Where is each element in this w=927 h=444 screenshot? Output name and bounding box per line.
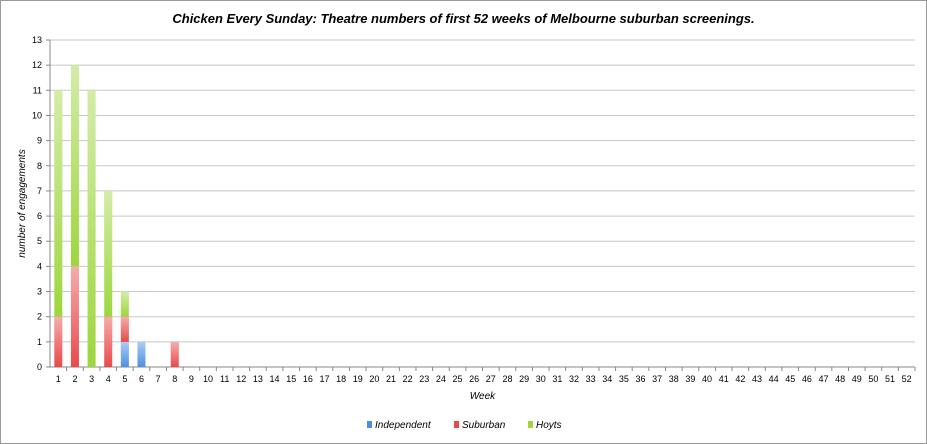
y-tick-label: 8 [37, 161, 42, 171]
bar-shading [54, 316, 63, 367]
bar-shading [104, 316, 113, 367]
x-tick-label: 30 [536, 374, 546, 384]
x-tick-label: 34 [602, 374, 612, 384]
x-tick-label: 20 [369, 374, 379, 384]
y-tick-label: 5 [37, 236, 42, 246]
bar-shading [104, 190, 113, 317]
x-tick-label: 46 [802, 374, 812, 384]
x-tick-label: 17 [319, 374, 329, 384]
bar-shading [87, 90, 96, 368]
x-tick-label: 32 [569, 374, 579, 384]
x-tick-label: 50 [868, 374, 878, 384]
x-tick-label: 2 [72, 374, 77, 384]
x-tick-label: 22 [403, 374, 413, 384]
x-tick-label: 45 [785, 374, 795, 384]
legend-swatch-independent [367, 421, 372, 428]
bar-shading [120, 341, 129, 367]
x-tick-label: 39 [685, 374, 695, 384]
y-tick-label: 2 [37, 312, 42, 322]
x-tick-label: 21 [386, 374, 396, 384]
x-tick-label: 29 [519, 374, 529, 384]
x-tick-label: 6 [139, 374, 144, 384]
x-tick-label: 23 [419, 374, 429, 384]
y-tick-label: 3 [37, 287, 42, 297]
x-tick-label: 31 [552, 374, 562, 384]
y-tick-label: 7 [37, 186, 42, 196]
x-tick-label: 52 [902, 374, 912, 384]
x-tick-label: 26 [469, 374, 479, 384]
x-tick-label: 25 [453, 374, 463, 384]
x-tick-label: 24 [436, 374, 446, 384]
bar-shading [120, 316, 129, 342]
y-tick-label: 11 [33, 85, 42, 95]
x-tick-label: 27 [486, 374, 496, 384]
x-tick-label: 5 [122, 374, 127, 384]
x-axis-label: Week [470, 391, 496, 402]
legend-swatch-hoyts [528, 421, 533, 428]
x-tick-label: 7 [156, 374, 161, 384]
x-tick-label: 1 [56, 374, 61, 384]
x-tick-label: 19 [353, 374, 363, 384]
x-tick-label: 48 [835, 374, 845, 384]
x-tick-label: 43 [752, 374, 762, 384]
x-tick-label: 11 [220, 374, 229, 384]
bar-shading [54, 90, 63, 317]
x-tick-label: 13 [253, 374, 263, 384]
x-tick-label: 14 [270, 374, 280, 384]
x-tick-label: 18 [336, 374, 346, 384]
y-tick-label: 0 [37, 362, 42, 372]
y-tick-label: 4 [37, 261, 42, 271]
y-tick-label: 1 [37, 337, 42, 347]
x-tick-label: 12 [236, 374, 246, 384]
x-tick-label: 38 [669, 374, 679, 384]
x-tick-label: 40 [702, 374, 712, 384]
x-tick-label: 42 [735, 374, 745, 384]
legend-label-suburban: Suburban [462, 420, 506, 431]
x-tick-label: 33 [586, 374, 596, 384]
x-tick-label: 49 [852, 374, 862, 384]
y-axis-label: number of engagements [17, 149, 28, 257]
y-tick-label: 12 [32, 60, 42, 70]
bar-shading [137, 341, 146, 367]
x-tick-label: 41 [719, 374, 729, 384]
x-tick-label: 28 [502, 374, 512, 384]
x-tick-label: 36 [636, 374, 646, 384]
x-tick-label: 9 [189, 374, 194, 384]
x-tick-label: 44 [769, 374, 779, 384]
x-tick-label: 37 [652, 374, 662, 384]
legend-label-hoyts: Hoyts [536, 420, 562, 431]
legend-label-independent: Independent [375, 420, 432, 431]
bar-shading [170, 341, 179, 367]
y-tick-label: 10 [32, 110, 42, 120]
x-tick-label: 15 [286, 374, 296, 384]
x-tick-label: 47 [819, 374, 829, 384]
y-tick-label: 6 [37, 211, 42, 221]
legend-swatch-suburban [454, 421, 459, 428]
bar-shading [70, 266, 79, 367]
x-tick-label: 10 [203, 374, 213, 384]
bar-shading [70, 65, 79, 267]
x-tick-label: 8 [172, 374, 177, 384]
y-tick-label: 9 [37, 136, 42, 146]
chart-title: Chicken Every Sunday: Theatre numbers of… [172, 11, 755, 26]
x-tick-label: 51 [885, 374, 895, 384]
y-tick-label: 13 [32, 35, 42, 45]
x-tick-label: 35 [619, 374, 629, 384]
x-tick-label: 16 [303, 374, 313, 384]
x-tick-label: 4 [106, 374, 111, 384]
x-tick-label: 3 [89, 374, 94, 384]
bar-shading [120, 291, 129, 317]
